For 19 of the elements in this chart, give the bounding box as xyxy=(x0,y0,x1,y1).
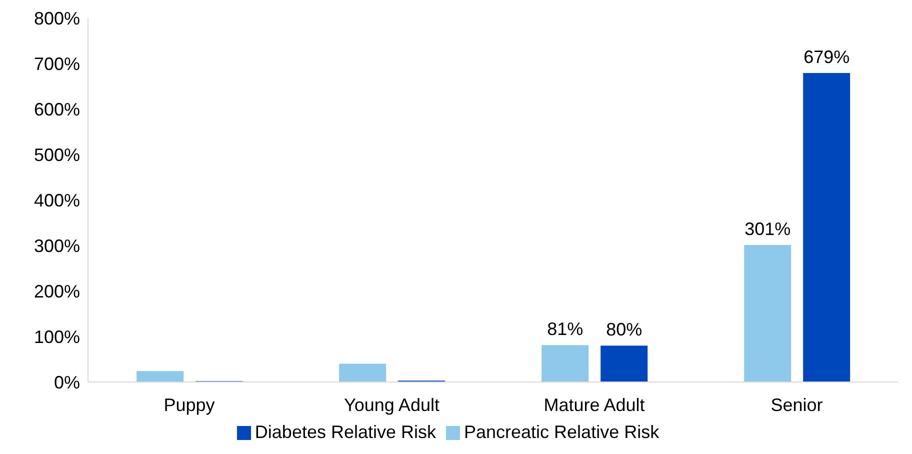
data-label: 80% xyxy=(606,320,642,340)
y-tick-label: 600% xyxy=(34,99,80,120)
data-label: 679% xyxy=(804,47,850,68)
y-tick-label: 100% xyxy=(34,326,80,347)
y-tick-label: 0% xyxy=(54,372,80,392)
x-tick-label: Puppy xyxy=(164,394,215,415)
y-tick-label: 200% xyxy=(34,281,80,302)
x-tick-label: Young Adult xyxy=(344,394,440,415)
y-tick-label: 500% xyxy=(34,144,80,165)
x-tick-label: Senior xyxy=(770,394,823,415)
legend-label: Pancreatic Relative Risk xyxy=(464,422,660,442)
data-label: 301% xyxy=(744,219,791,240)
x-tick-label: Mature Adult xyxy=(544,394,645,415)
y-tick-label: 300% xyxy=(34,236,80,256)
y-tick-label: 800% xyxy=(34,8,80,28)
y-tick-label: 700% xyxy=(34,54,80,74)
legend-label: Diabetes Relative Risk xyxy=(254,422,436,442)
data-label: 81% xyxy=(547,319,584,340)
y-tick-label: 400% xyxy=(34,190,80,210)
